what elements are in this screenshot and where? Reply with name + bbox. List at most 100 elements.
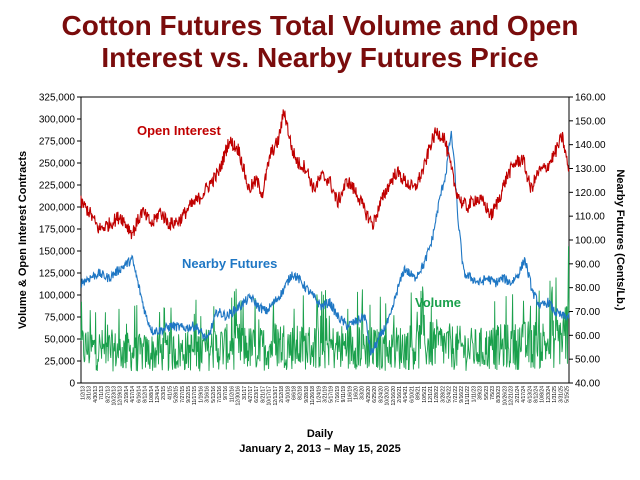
date-tick-label: 12/1/21 (428, 386, 434, 403)
date-tick-label: 4/27/17 (248, 386, 254, 403)
date-tick-label: 6/16/14 (136, 386, 142, 403)
date-tick-label: 10/23/13 (112, 386, 118, 406)
date-tick-label: 5/5/23 (484, 386, 490, 400)
date-tick-label: 6/25/20 (372, 386, 378, 403)
date-tick-label: 7/27/15 (180, 386, 186, 403)
right-tick-label: 150.00 (575, 116, 606, 127)
left-tick-label: 325,000 (39, 93, 76, 104)
date-tick-label: 5/28/15 (174, 386, 180, 403)
date-tick-label: 1/28/22 (434, 386, 440, 403)
date-tick-label: 11/6/19 (347, 386, 353, 403)
date-tick-label: 10/20/20 (385, 386, 391, 406)
series-lines (80, 109, 570, 372)
date-tick-label: 1/6/20 (354, 386, 360, 400)
left-tick-label: 150,000 (39, 247, 76, 258)
date-tick-label: 12/21/23 (509, 386, 515, 406)
date-tick-label: 10/26/23 (502, 386, 508, 406)
left-tick-label: 100,000 (39, 291, 76, 302)
date-tick-label: 6/13/24 (527, 386, 533, 403)
date-tick-label: 9/22/15 (186, 386, 192, 403)
date-tick-label: 7/16/19 (335, 386, 341, 403)
right-tick-label: 60.00 (575, 331, 600, 342)
date-tick-label: 4/29/20 (366, 386, 372, 403)
date-tick-label: 8/27/13 (105, 386, 111, 403)
series-line-nearby-futures (80, 130, 570, 356)
date-tick-label: 3/21/19 (323, 386, 329, 403)
chart-title-line1: Cotton Futures Total Volume and Open (61, 10, 579, 41)
date-tick-label: 4/17/24 (521, 386, 527, 403)
date-tick-label: 11/11/22 (465, 386, 471, 405)
date-tick-label: 8/21/17 (260, 386, 266, 403)
date-tick-label: 7/1/13 (99, 386, 105, 400)
date-tick-label: 8/12/24 (533, 386, 539, 403)
date-tick-label: 3/1/17 (242, 386, 248, 400)
date-tick-label: 5/15/25 (565, 386, 571, 403)
date-tick-label: 2/16/21 (397, 386, 403, 403)
right-tick-label: 50.00 (575, 355, 600, 366)
left-tick-label: 50,000 (44, 335, 75, 346)
date-tick-label: 2/12/18 (279, 386, 285, 403)
date-tick-label: 12/3/24 (546, 386, 552, 403)
left-tick-label: 250,000 (39, 159, 76, 170)
series-line-open-interest (80, 109, 570, 240)
date-tick-label: 9/7/16 (223, 386, 229, 400)
date-tick-label: 10/8/14 (149, 386, 155, 403)
date-tick-label: 3/3/20 (360, 386, 366, 400)
date-tick-label: 7/12/16 (217, 386, 223, 403)
date-tick-label: 4/1/15 (167, 386, 173, 400)
date-tick-label: 2/3/15 (161, 386, 167, 400)
y-axis-left-title: Volume & Open Interest Contracts (17, 151, 29, 329)
date-tick-label: 10/17/17 (267, 386, 273, 406)
date-tick-label: 7/21/22 (453, 386, 459, 403)
date-tick-label: 8/24/20 (378, 386, 384, 403)
right-tick-label: 90.00 (575, 259, 600, 270)
left-tick-label: 200,000 (39, 203, 76, 214)
right-tick-label: 100.00 (575, 236, 606, 247)
date-tick-label: 9/11/19 (341, 386, 347, 403)
x-axis-date-labels: 1/2/13 3/1/13 4/30/13 7/1/13 8/27/13 10/23/13… (81, 386, 571, 406)
date-tick-label: 1/11/23 (471, 386, 477, 403)
date-tick-label: 6/6/18 (291, 386, 297, 400)
right-tick-label: 110.00 (575, 212, 605, 223)
left-tick-label: 75,000 (44, 313, 75, 324)
left-tick-label: 175,000 (39, 225, 76, 236)
right-tick-label: 40.00 (575, 379, 600, 390)
date-range-caption: January 2, 2013 – May 15, 2025 (239, 443, 401, 455)
date-tick-label: 1/24/19 (316, 386, 322, 403)
date-tick-label: 4/10/18 (285, 386, 291, 403)
right-tick-label: 140.00 (575, 140, 606, 151)
left-tick-label: 125,000 (39, 269, 76, 280)
date-tick-label: 12/30/16 (236, 386, 242, 406)
x-axis-title: Daily (306, 428, 334, 440)
date-tick-label: 3/28/22 (440, 386, 446, 403)
date-tick-label: 12/4/14 (155, 386, 161, 403)
date-tick-label: 6/10/21 (409, 386, 415, 403)
left-tick-label: 300,000 (39, 115, 76, 126)
left-tick-label: 275,000 (39, 137, 76, 148)
date-tick-label: 12/16/20 (391, 386, 397, 406)
date-tick-label: 2/19/14 (124, 386, 130, 403)
date-tick-label: 11/17/15 (192, 386, 198, 405)
series-label-nearby-futures: Nearby Futures (182, 256, 277, 271)
series-label-open-interest: Open Interest (137, 123, 221, 138)
series-line-volume (80, 246, 570, 372)
date-tick-label: 1/2/13 (81, 386, 87, 400)
date-tick-label: 5/17/19 (329, 386, 335, 403)
date-tick-label: 12/13/17 (273, 386, 279, 406)
date-tick-label: 9/28/18 (304, 386, 310, 403)
date-tick-label: 8/2/18 (298, 386, 304, 400)
left-tick-label: 225,000 (39, 181, 76, 192)
left-tick-label: 25,000 (44, 357, 75, 368)
date-tick-label: 9/16/22 (459, 386, 465, 403)
right-axis: 40.00 50.00 60.00 70.00 80.00 90.00 100.00 110.… (569, 93, 606, 390)
date-tick-label: 12/19/13 (118, 386, 124, 406)
date-tick-label: 4/14/21 (403, 386, 409, 403)
right-tick-label: 120.00 (575, 188, 606, 199)
right-tick-label: 160.00 (575, 93, 606, 104)
date-tick-label: 3/1/13 (87, 386, 93, 400)
date-tick-label: 8/9/21 (416, 386, 422, 400)
right-tick-label: 130.00 (575, 164, 606, 175)
series-label-volume: Volume (415, 295, 461, 310)
date-tick-label: 3/9/23 (478, 386, 484, 400)
